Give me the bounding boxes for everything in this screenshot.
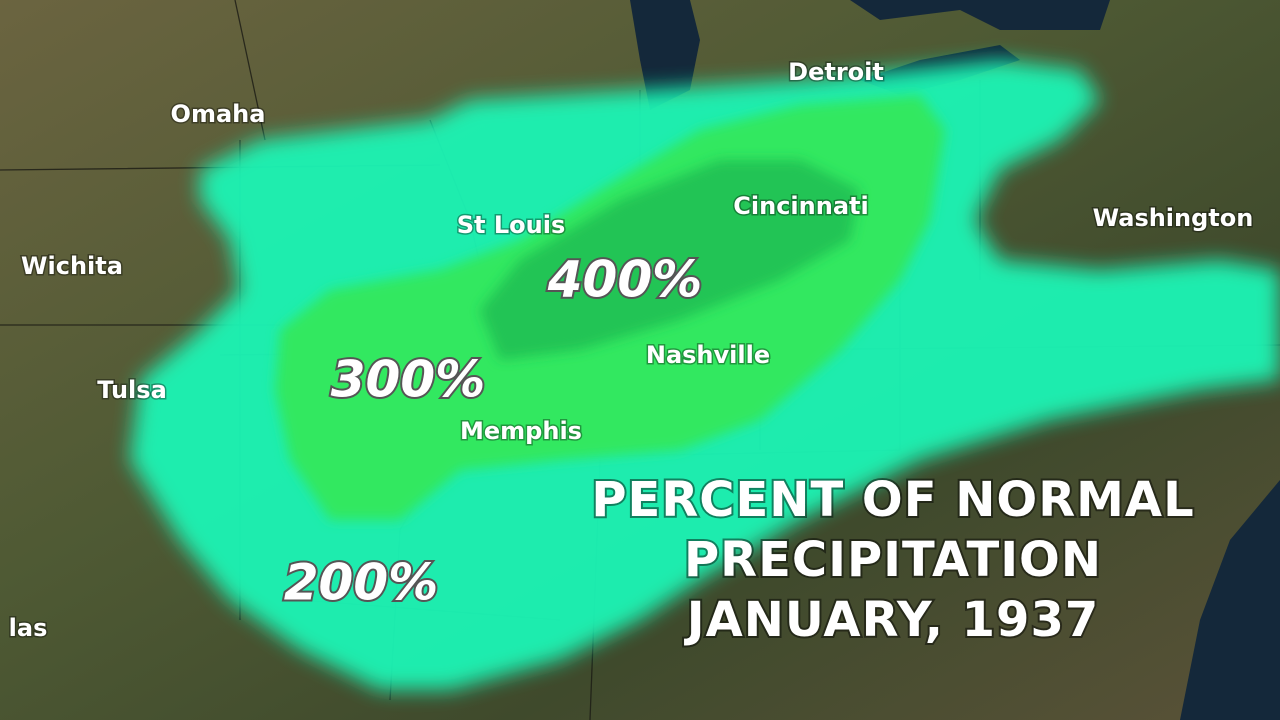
- city-label: Nashville: [646, 341, 770, 369]
- lake-michigan: [630, 0, 700, 110]
- city-label: Wichita: [21, 252, 123, 280]
- city-label: Omaha: [171, 100, 266, 128]
- city-label: las: [9, 614, 48, 642]
- city-label: Detroit: [788, 58, 884, 86]
- city-label: Washington: [1093, 204, 1254, 232]
- ocean: [1180, 480, 1280, 720]
- city-label: Memphis: [460, 417, 582, 445]
- title-line: JANUARY, 1937: [684, 592, 1100, 648]
- city-label: Tulsa: [97, 376, 167, 404]
- lake-superior-huron: [780, 0, 1110, 30]
- title-line: PERCENT OF NORMAL: [591, 472, 1194, 528]
- contour-label: 300%: [331, 351, 485, 409]
- title-line: PRECIPITATION: [684, 532, 1102, 588]
- precipitation-areas: [130, 60, 1280, 690]
- city-label: Cincinnati: [733, 192, 868, 220]
- area-400: [480, 160, 860, 360]
- contour-label: 400%: [547, 251, 702, 309]
- contour-label: 200%: [284, 554, 438, 612]
- city-label: St Louis: [457, 211, 566, 239]
